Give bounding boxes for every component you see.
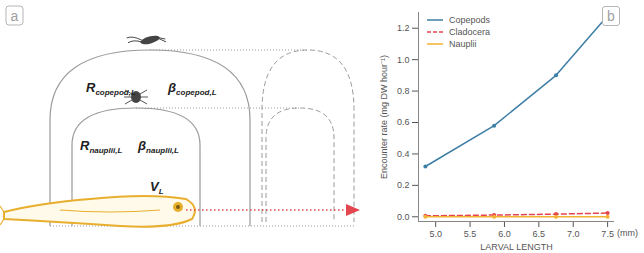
svg-text:VL: VL: [150, 179, 164, 196]
svg-text:5.0: 5.0: [429, 229, 442, 239]
svg-text:Rcopepod,L: Rcopepod,L: [86, 80, 136, 97]
html-text:Nauplii: Nauplii: [449, 39, 477, 49]
svg-text:a: a: [11, 8, 19, 24]
svg-text:LARVAL LENGTH: LARVAL LENGTH: [480, 242, 552, 252]
svg-text:βnauplii,L: βnauplii,L: [137, 138, 179, 155]
svg-text:7.0: 7.0: [567, 229, 580, 239]
svg-text:1.2: 1.2: [397, 23, 410, 33]
svg-text:6.0: 6.0: [498, 229, 511, 239]
html-text:b: b: [607, 8, 615, 24]
svg-text:6.5: 6.5: [533, 229, 546, 239]
svg-text:5.5: 5.5: [464, 229, 477, 239]
svg-text:1.0: 1.0: [397, 55, 410, 65]
svg-text:0.0: 0.0: [397, 212, 410, 222]
svg-text:0.2: 0.2: [397, 180, 410, 190]
svg-text:7.5: 7.5: [601, 229, 614, 239]
svg-text:0.6: 0.6: [397, 117, 410, 127]
svg-text:0.4: 0.4: [397, 149, 410, 159]
html-text:Cladocera: Cladocera: [449, 27, 490, 37]
html-text:Copepods: Copepods: [449, 15, 490, 25]
html-text:(mm): (mm): [617, 228, 638, 238]
svg-text:0.8: 0.8: [397, 86, 410, 96]
svg-text:Rnauplii,L: Rnauplii,L: [80, 138, 122, 155]
svg-text:βcopepod,L: βcopepod,L: [167, 80, 217, 97]
svg-text:Encounter rate (mg DW hour⁻¹): Encounter rate (mg DW hour⁻¹): [379, 55, 389, 179]
